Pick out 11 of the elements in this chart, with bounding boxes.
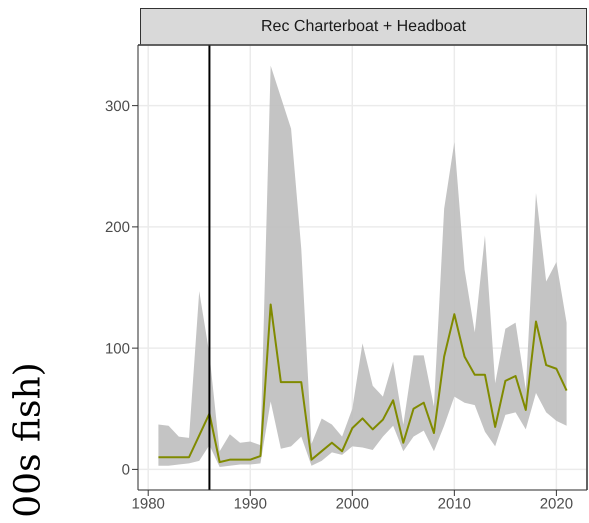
y-tick-label: 0 <box>122 462 130 479</box>
y-tick-label: 300 <box>104 98 130 115</box>
x-tick-label: 2000 <box>336 496 369 513</box>
x-tick-label: 2020 <box>540 496 574 513</box>
x-tick-label: 1990 <box>234 496 267 513</box>
y-axis-title: 00s fish) <box>8 362 48 518</box>
x-tick-label: 1980 <box>132 496 165 513</box>
chart-title: Rec Charterboat + Headboat <box>140 8 587 45</box>
y-tick-label: 200 <box>104 219 130 236</box>
x-tick-label: 2010 <box>438 496 472 513</box>
y-tick-label: 100 <box>104 340 130 358</box>
